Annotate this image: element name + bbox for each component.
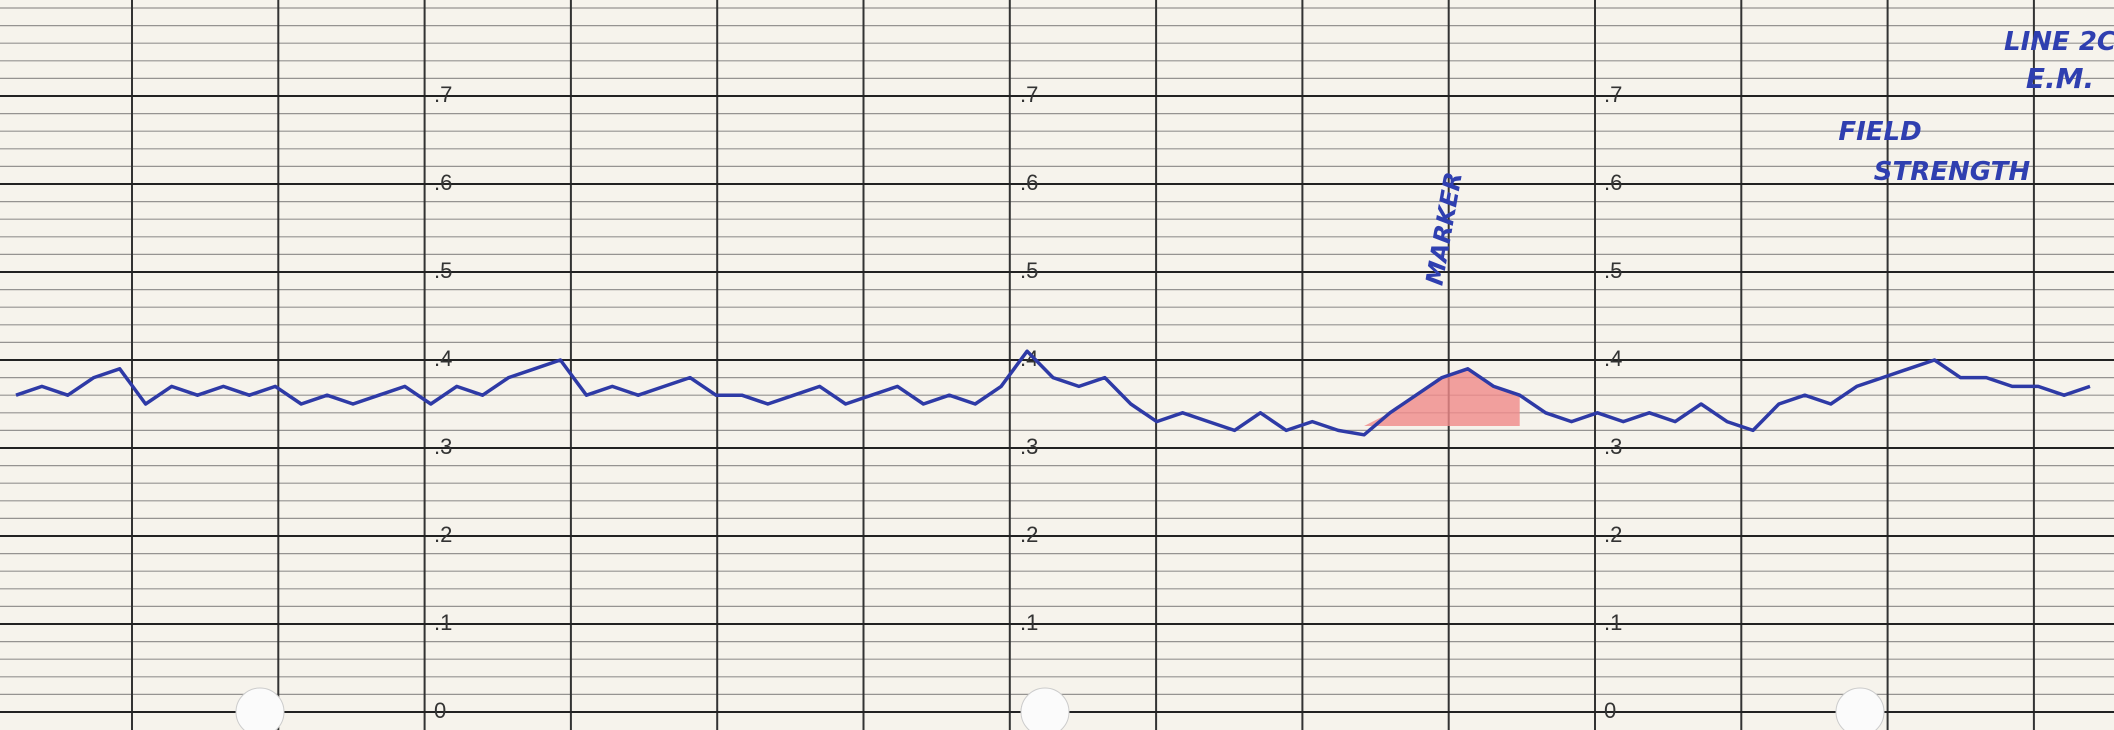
page: {"chart_data": { "type": "line", "color"… [0, 0, 2114, 730]
annotation: STRENGTH [1874, 157, 2031, 187]
y-tick-label: .7 [1604, 82, 1622, 107]
paper [0, 0, 2114, 730]
annotation: E.M. [2026, 62, 2094, 95]
chart: LINE 2C E.M. FIELD STRENGTH MARKER 000.1… [0, 0, 2114, 730]
y-tick-label: .6 [1604, 170, 1622, 195]
y-tick-label: .4 [1604, 346, 1622, 371]
annotation: LINE 2C [2004, 27, 2114, 57]
y-tick-label: .2 [1604, 522, 1622, 547]
y-tick-label: .3 [1020, 434, 1038, 459]
y-tick-label: 0 [1604, 698, 1616, 723]
y-tick-label: .5 [1604, 258, 1622, 283]
y-tick-label: .7 [434, 82, 452, 107]
y-tick-label: .6 [434, 170, 452, 195]
y-tick-label: .3 [434, 434, 452, 459]
punch-hole [236, 688, 284, 730]
y-tick-label: .6 [1020, 170, 1038, 195]
y-tick-label: 0 [434, 698, 446, 723]
punch-hole [1021, 688, 1069, 730]
y-tick-label: .5 [1020, 258, 1038, 283]
y-tick-label: .3 [1604, 434, 1622, 459]
y-tick-label: .7 [1020, 82, 1038, 107]
annotation: FIELD [1838, 117, 1921, 147]
y-tick-label: .1 [1020, 610, 1038, 635]
y-tick-label: .2 [434, 522, 452, 547]
y-tick-label: .1 [1604, 610, 1622, 635]
punch-hole [1836, 688, 1884, 730]
y-tick-label: .4 [434, 346, 452, 371]
y-tick-label: .2 [1020, 522, 1038, 547]
y-tick-label: .1 [434, 610, 452, 635]
y-tick-label: .5 [434, 258, 452, 283]
